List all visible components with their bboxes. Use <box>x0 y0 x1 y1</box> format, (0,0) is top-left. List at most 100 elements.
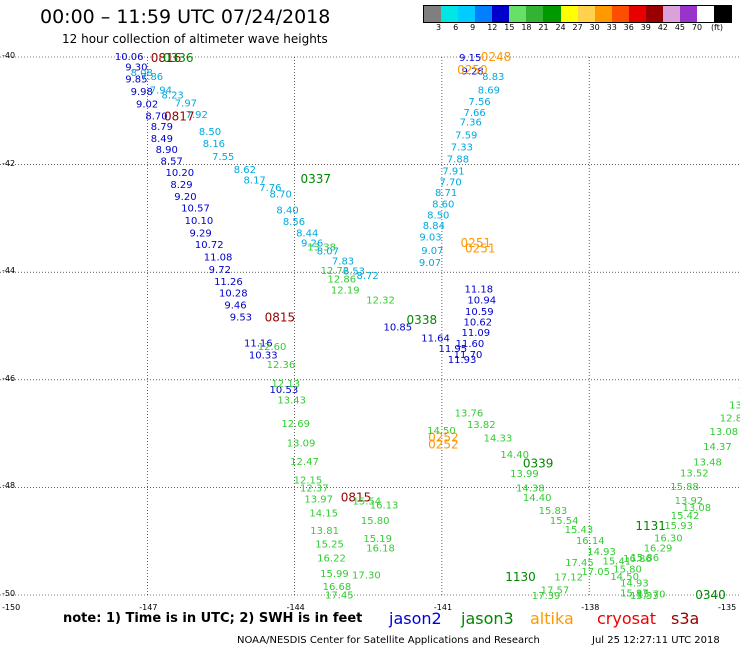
wave-height-label: 12.37 <box>300 483 329 494</box>
wave-height-label: 10.33 <box>249 351 278 362</box>
wave-height-label: 8.56 <box>283 217 305 228</box>
satellite-legend-altika: altika <box>530 609 574 628</box>
wave-height-label: 14.50 <box>610 572 639 583</box>
colorbar-swatch <box>714 6 732 22</box>
wave-height-label: 0340 <box>695 588 726 602</box>
colorbar-tick-label: 45 <box>674 23 686 32</box>
wave-height-label: 8.62 <box>234 165 256 176</box>
lat-lon-gridlines <box>0 56 740 596</box>
wave-height-label: 11.64 <box>421 333 450 344</box>
wave-height-label: 16.18 <box>366 544 395 555</box>
longitude-label: -138 <box>581 603 600 612</box>
colorbar-swatch <box>645 6 663 22</box>
wave-height-label: 11.26 <box>214 277 243 288</box>
wave-height-label: 9.85 <box>125 75 147 86</box>
colorbar-tick-label: 42 <box>657 23 668 32</box>
wave-height-label: 13.92 <box>675 496 704 507</box>
wave-height-label: 7.88 <box>447 155 469 166</box>
wave-height-label: 14.33 <box>484 433 513 444</box>
longitude-label: -144 <box>286 603 305 612</box>
colorbar-swatch <box>560 6 578 22</box>
wave-height-label: 7.56 <box>468 97 490 108</box>
wave-height-label: 12.86 <box>327 275 356 286</box>
wave-height-label: 10.57 <box>181 204 210 215</box>
wave-height-label: 8.23 <box>162 91 184 102</box>
wave-height-label: 8.72 <box>356 271 378 282</box>
wave-height-label: 0337 <box>300 172 331 186</box>
wave-height-label: 9.03 <box>419 233 441 244</box>
wave-height-label: 11.18 <box>464 284 493 295</box>
wave-height-label: 13.81 <box>310 526 339 537</box>
wave-height-label: 11.16 <box>244 339 273 350</box>
latitude-label: -40 <box>2 51 16 60</box>
wave-height-label: 15.54 <box>353 496 382 507</box>
wave-height-label: 12.87 <box>720 413 740 424</box>
wave-height-label: 0336 <box>163 51 194 65</box>
wave-height-label: 10.20 <box>165 168 194 179</box>
wave-height-label: 1131 <box>635 519 666 533</box>
wave-height-label: 0817 <box>164 110 195 124</box>
satellite-legend-jason2: jason2 <box>389 609 442 628</box>
wave-height-label: 8.16 <box>203 139 225 150</box>
colorbar-tick-label: 21 <box>538 23 549 32</box>
wave-height-label: 11.60 <box>456 339 485 350</box>
wave-height-label: 9.07 <box>421 246 443 257</box>
satellite-legend-jason3: jason3 <box>461 609 514 628</box>
wave-height-label: 10.06 <box>115 52 144 63</box>
wave-height-label: 15.93 <box>664 521 693 532</box>
colorbar-swatch <box>441 6 459 22</box>
colorbar-swatch <box>662 6 680 22</box>
wave-height-label: 8.83 <box>482 72 504 83</box>
wave-height-label: 15.41 <box>602 557 631 568</box>
wave-height-label: 13.99 <box>510 469 539 480</box>
colorbar-swatch <box>509 6 527 22</box>
wave-height-label: 14.15 <box>309 509 338 520</box>
wave-height-label: 0338 <box>407 313 438 327</box>
colorbar-tick-label: 30 <box>589 23 600 32</box>
wave-height-label: 11.70 <box>454 350 483 361</box>
wave-height-label: 15.83 <box>539 506 568 517</box>
wave-height-label: 15.80 <box>613 565 642 576</box>
wave-height-label: 14.40 <box>500 450 529 461</box>
wave-height-label: 12.69 <box>281 419 310 430</box>
colorbar-tick-label: 18 <box>521 23 532 32</box>
wave-height-label: 17.12 <box>554 573 583 584</box>
colorbar-swatch <box>543 6 561 22</box>
wave-height-label: 15.88 <box>670 482 699 493</box>
wave-height-label: 8.49 <box>151 134 173 145</box>
wave-height-label: 12.60 <box>258 342 287 353</box>
wave-height-label: 16.13 <box>370 501 399 512</box>
wave-height-label: 15.70 <box>637 589 666 600</box>
colorbar-swatch <box>594 6 612 22</box>
wave-height-label: 14.38 <box>516 483 545 494</box>
wave-height-label: 0339 <box>523 457 554 471</box>
colorbar-tick-label: (ft) <box>710 23 723 32</box>
colorbar-tick-label: 12 <box>487 23 498 32</box>
wave-height-label: 7.86 <box>141 72 163 83</box>
longitude-label: -150 <box>2 603 21 612</box>
wave-height-label: 10.94 <box>467 296 496 307</box>
colorbar-tick-label: 24 <box>555 23 566 32</box>
wave-height-label: 13.97 <box>304 495 333 506</box>
wave-height-label: 8.07 <box>317 247 339 258</box>
wave-height-label: 17.05 <box>581 567 610 578</box>
wave-height-label: 15.43 <box>565 525 594 536</box>
wave-height-label: 13.38 <box>307 242 336 253</box>
wave-height-label: 0248 <box>481 50 512 64</box>
wave-height-labels: 10.069.309.859.989.028.708.798.498.908.5… <box>115 50 740 602</box>
wave-height-label: 7.55 <box>212 152 234 163</box>
wave-height-label: 7.92 <box>186 110 208 121</box>
latitude-label: -46 <box>2 373 16 383</box>
colorbar-swatch <box>526 6 544 22</box>
wave-height-label: 10.85 <box>383 323 412 334</box>
wave-height-label: 15.86 <box>630 553 659 564</box>
wave-height-label: 14.40 <box>523 493 552 504</box>
wave-height-label: 0815 <box>265 310 296 324</box>
wave-height-label: 14.93 <box>587 547 616 558</box>
wave-height-label: 8.70 <box>145 112 167 123</box>
wave-height-label: 13.43 <box>277 396 306 407</box>
wave-height-label: 17.45 <box>565 558 594 569</box>
wave-height-label: 10.10 <box>185 216 214 227</box>
wave-height-label: 13.76 <box>455 409 484 420</box>
